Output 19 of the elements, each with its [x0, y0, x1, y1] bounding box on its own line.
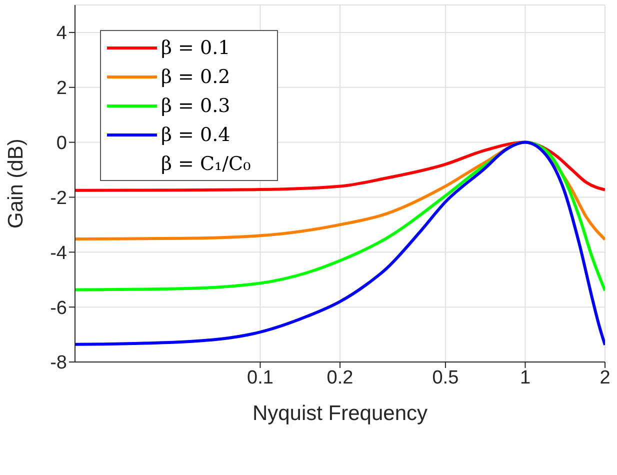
legend-title: β = C₁/C₀: [161, 152, 252, 174]
x-tick-label: 0.5: [432, 367, 459, 388]
x-tick-label: 1: [520, 367, 531, 388]
y-tick-label: -6: [50, 298, 67, 319]
legend-label: β = 0.4: [161, 124, 230, 146]
x-axis-title: Nyquist Frequency: [252, 402, 428, 425]
y-tick-label: -8: [50, 352, 67, 374]
x-tick-label: 0.2: [326, 367, 354, 388]
y-tick-label: -4: [50, 242, 68, 264]
legend-label: β = 0.3: [161, 94, 230, 116]
y-tick-label: -2: [50, 188, 67, 209]
legend-label: β = 0.1: [161, 36, 230, 58]
y-tick-label: 4: [56, 23, 68, 44]
legend-label: β = 0.2: [161, 66, 230, 88]
x-tick-label: 2: [600, 367, 610, 388]
y-tick-label: 2: [56, 78, 67, 100]
x-tick-label: 0.1: [247, 367, 274, 388]
y-axis-title: Gain (dB): [4, 138, 28, 228]
y-tick-label: 0: [56, 133, 67, 154]
